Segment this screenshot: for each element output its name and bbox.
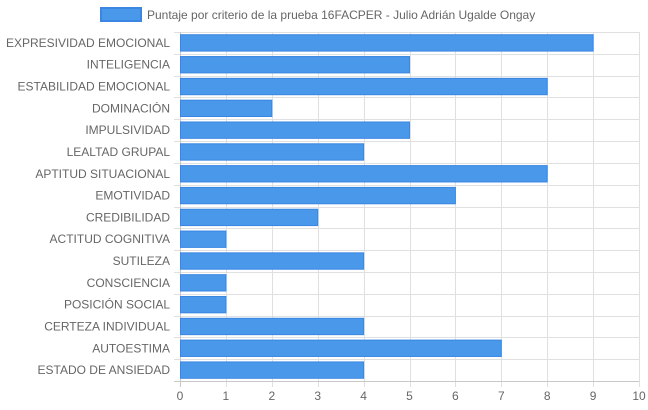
- category-label: POSICIÓN SOCIAL: [64, 297, 170, 312]
- bar[interactable]: [180, 56, 410, 74]
- category-label: CERTEZA INDIVIDUAL: [44, 319, 170, 333]
- category-label: AUTOESTIMA: [92, 341, 170, 355]
- category-label: APTITUD SITUACIONAL: [35, 167, 170, 181]
- chart-legend[interactable]: Puntaje por criterio de la prueba 16FACP…: [100, 7, 535, 22]
- bar[interactable]: [180, 34, 594, 52]
- bar[interactable]: [180, 165, 548, 183]
- category-label: INTELIGENCIA: [87, 58, 170, 72]
- bar[interactable]: [180, 77, 548, 96]
- x-tick-label: 2: [268, 389, 275, 403]
- legend-swatch[interactable]: [100, 7, 142, 22]
- x-tick-label: 7: [498, 389, 505, 403]
- bar[interactable]: [180, 186, 456, 205]
- bar[interactable]: [180, 361, 365, 379]
- bars: [180, 34, 594, 379]
- bar[interactable]: [180, 208, 319, 227]
- category-label: EXPRESIVIDAD EMOCIONAL: [6, 36, 170, 50]
- category-label: SUTILEZA: [113, 254, 170, 268]
- category-labels: EXPRESIVIDAD EMOCIONAL INTELIGENCIA ESTABI…: [6, 36, 170, 377]
- x-tick-label: 1: [223, 389, 230, 403]
- legend-label[interactable]: Puntaje por criterio de la prueba 16FACP…: [147, 8, 535, 22]
- category-label: IMPULSIVIDAD: [85, 123, 170, 137]
- category-label: ESTADO DE ANSIEDAD: [38, 363, 171, 377]
- x-tick-labels: 0 1 2 3 4 5 6 7 8 9 10: [177, 389, 646, 403]
- x-tick-label: 0: [177, 389, 184, 403]
- category-label: DOMINACIÓN: [92, 100, 170, 115]
- bar[interactable]: [180, 274, 227, 292]
- bar[interactable]: [180, 99, 273, 118]
- category-label: EMOTIVIDAD: [95, 189, 170, 203]
- bar[interactable]: [180, 143, 365, 161]
- category-label: ACTITUD COGNITIVA: [50, 232, 170, 246]
- category-label: CREDIBILIDAD: [86, 210, 170, 224]
- bar[interactable]: [180, 121, 410, 139]
- x-tick-label: 6: [452, 389, 459, 403]
- bar[interactable]: [180, 230, 227, 248]
- x-tick-label: 9: [590, 389, 597, 403]
- x-tick-label: 3: [314, 389, 321, 403]
- category-label: LEALTAD GRUPAL: [67, 145, 171, 159]
- x-tick-label: 4: [360, 389, 367, 403]
- bar[interactable]: [180, 339, 502, 357]
- x-tick-label: 10: [632, 389, 646, 403]
- x-tick-label: 8: [544, 389, 551, 403]
- bar[interactable]: [180, 252, 365, 270]
- bar[interactable]: [180, 317, 365, 336]
- bar[interactable]: [180, 295, 227, 314]
- x-tick-label: 5: [406, 389, 413, 403]
- category-label: ESTABILIDAD EMOCIONAL: [18, 80, 171, 94]
- category-label: CONSCIENCIA: [87, 276, 170, 290]
